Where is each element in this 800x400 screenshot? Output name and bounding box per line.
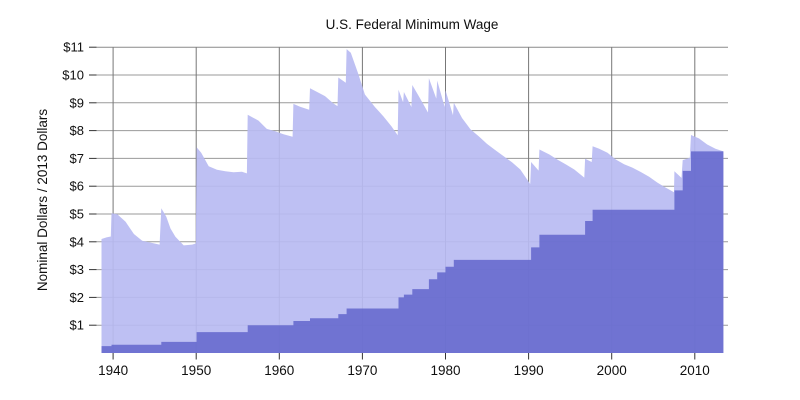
x-tick-labels: 1940 1950 1960 1970 1980 1990 2000 2010: [98, 363, 710, 378]
x-tick-label: 1950: [181, 363, 211, 378]
x-tick-label: 2000: [597, 363, 627, 378]
x-tick-label: 1960: [264, 363, 294, 378]
y-axis-ticks: [89, 46, 97, 326]
x-tick-label: 1980: [430, 363, 460, 378]
y-tick-label: $3: [70, 262, 84, 277]
y-tick-label: $2: [70, 290, 84, 305]
x-axis-ticks: [112, 353, 696, 360]
x-tick-label: 1970: [347, 363, 377, 378]
nominal-dollars-area: [101, 151, 724, 353]
y-tick-labels: $1 $2 $3 $4 $5 $6 $7 $8 $9 $10 $11: [62, 40, 84, 333]
y-tick-label: $5: [70, 207, 84, 222]
chart-title: U.S. Federal Minimum Wage: [326, 17, 499, 32]
y-tick-label: $9: [70, 95, 84, 110]
y-tick-label: $10: [62, 68, 84, 83]
x-tick-label: 1990: [514, 363, 544, 378]
y-tick-label: $8: [70, 123, 84, 138]
y-tick-label: $11: [63, 40, 84, 55]
x-tick-label: 1940: [98, 363, 128, 378]
y-tick-label: $1: [70, 318, 84, 333]
y-tick-label: $6: [70, 179, 84, 194]
y-tick-label: $7: [70, 151, 84, 166]
y-axis-label: Nominal Dollars / 2013 Dollars: [35, 109, 50, 292]
x-tick-label: 2010: [680, 363, 710, 378]
y-tick-label: $4: [70, 234, 84, 249]
